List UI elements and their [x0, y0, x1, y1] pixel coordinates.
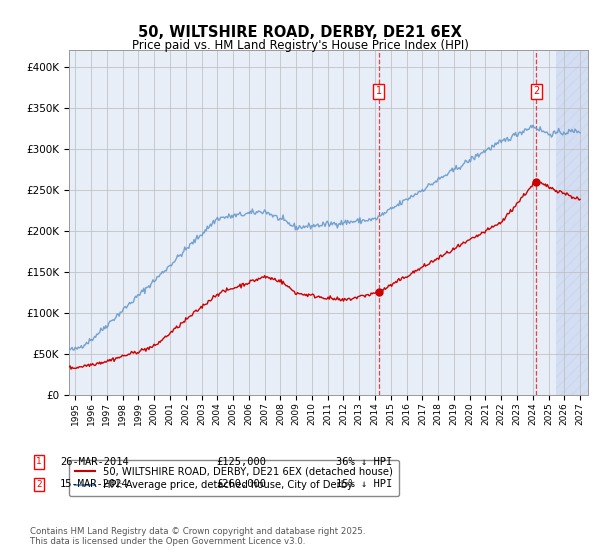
Legend: 50, WILTSHIRE ROAD, DERBY, DE21 6EX (detached house), HPI: Average price, detach: 50, WILTSHIRE ROAD, DERBY, DE21 6EX (det…: [69, 460, 398, 496]
Text: 15-MAR-2024: 15-MAR-2024: [60, 479, 129, 489]
Text: 2: 2: [533, 86, 539, 96]
Text: Price paid vs. HM Land Registry's House Price Index (HPI): Price paid vs. HM Land Registry's House …: [131, 39, 469, 52]
Text: 2: 2: [36, 480, 42, 489]
Text: 50, WILTSHIRE ROAD, DERBY, DE21 6EX: 50, WILTSHIRE ROAD, DERBY, DE21 6EX: [138, 25, 462, 40]
Text: £260,000: £260,000: [216, 479, 266, 489]
Text: £125,000: £125,000: [216, 457, 266, 467]
Text: 1: 1: [376, 86, 382, 96]
Text: 15% ↓ HPI: 15% ↓ HPI: [336, 479, 392, 489]
Text: 26-MAR-2014: 26-MAR-2014: [60, 457, 129, 467]
Text: 1: 1: [36, 458, 42, 466]
Text: Contains HM Land Registry data © Crown copyright and database right 2025.
This d: Contains HM Land Registry data © Crown c…: [30, 527, 365, 546]
Text: 36% ↓ HPI: 36% ↓ HPI: [336, 457, 392, 467]
Bar: [556, 50, 600, 395]
